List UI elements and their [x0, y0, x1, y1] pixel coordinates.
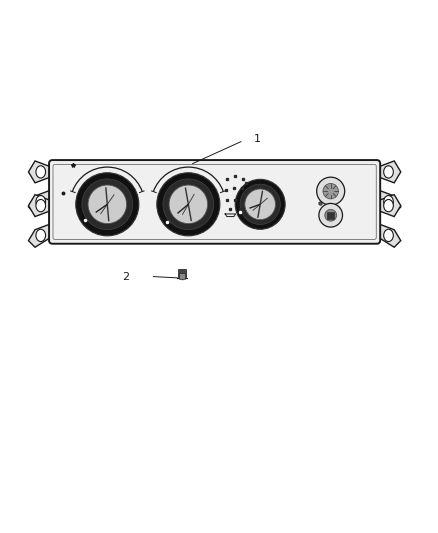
Circle shape — [245, 189, 276, 220]
Ellipse shape — [384, 196, 393, 208]
Polygon shape — [28, 161, 53, 183]
Polygon shape — [377, 223, 401, 247]
Ellipse shape — [384, 229, 393, 241]
Circle shape — [235, 179, 285, 229]
Circle shape — [240, 184, 280, 224]
Circle shape — [325, 209, 336, 221]
Ellipse shape — [384, 166, 393, 178]
Circle shape — [88, 185, 127, 223]
Circle shape — [323, 183, 339, 199]
Polygon shape — [377, 195, 401, 216]
Polygon shape — [377, 161, 401, 183]
Polygon shape — [377, 189, 401, 214]
Ellipse shape — [36, 199, 46, 212]
Circle shape — [157, 173, 220, 236]
Ellipse shape — [36, 229, 46, 241]
Ellipse shape — [384, 199, 393, 212]
Circle shape — [163, 179, 214, 230]
Circle shape — [319, 204, 343, 227]
Polygon shape — [28, 189, 53, 214]
Text: 1: 1 — [254, 134, 261, 144]
Circle shape — [317, 177, 345, 205]
Ellipse shape — [36, 196, 46, 208]
FancyBboxPatch shape — [327, 212, 334, 219]
Text: 2: 2 — [122, 272, 129, 282]
FancyBboxPatch shape — [49, 160, 380, 244]
Circle shape — [76, 173, 139, 236]
Polygon shape — [28, 195, 53, 216]
Circle shape — [169, 185, 208, 223]
Circle shape — [82, 179, 133, 230]
Ellipse shape — [36, 166, 46, 178]
Polygon shape — [28, 223, 53, 247]
